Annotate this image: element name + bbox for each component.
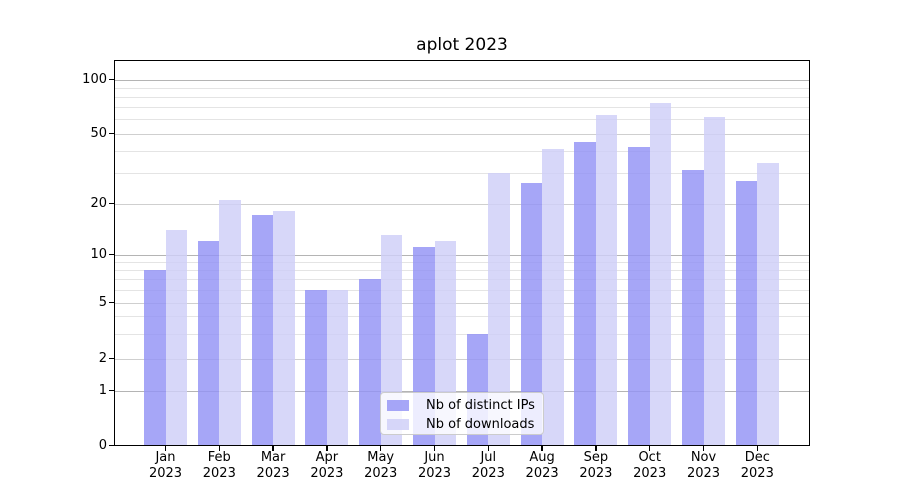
y-tick-label-1: 1 xyxy=(98,382,107,398)
bar-ips-oct xyxy=(628,146,650,446)
x-tick-label-feb: Feb 2023 xyxy=(202,450,236,481)
y-tick-label-2: 2 xyxy=(98,350,107,366)
gridline-minor-60 xyxy=(115,119,809,121)
bar-downloads-oct xyxy=(649,102,672,446)
y-tick-mark-1 xyxy=(109,389,114,392)
gridline-minor-70 xyxy=(115,107,809,109)
x-tick-mark-feb xyxy=(218,446,221,451)
bar-ips-dec xyxy=(735,180,758,446)
bar-ips-sep xyxy=(574,141,596,446)
y-tick-label-10: 10 xyxy=(90,246,107,262)
x-tick-label-mar: Mar 2023 xyxy=(256,450,290,481)
bar-downloads-aug xyxy=(542,148,564,446)
x-tick-mark-aug xyxy=(541,446,543,451)
x-tick-mark-jun xyxy=(433,446,436,451)
gridline-minor-4 xyxy=(115,316,809,318)
x-tick-mark-apr xyxy=(326,446,328,451)
x-tick-label-jun: Jun 2023 xyxy=(417,450,452,481)
chart-title: aplot 2023 xyxy=(416,35,508,55)
legend-label-downloads: Nb of downloads xyxy=(426,417,535,432)
y-tick-label-100: 100 xyxy=(82,71,107,87)
x-tick-label-nov: Nov 2023 xyxy=(686,450,721,481)
gridline-minor-3 xyxy=(115,333,809,335)
bar-downloads-jul xyxy=(488,172,510,446)
gridline-minor-7 xyxy=(115,279,809,281)
y-tick-mark-5 xyxy=(109,301,114,304)
x-tick-label-sep: Sep 2023 xyxy=(579,450,613,481)
y-tick-label-5: 5 xyxy=(98,294,107,310)
x-tick-mark-oct xyxy=(648,446,651,451)
gridline-minor-6 xyxy=(115,289,809,291)
y-tick-mark-2 xyxy=(109,357,114,360)
y-tick-mark-50 xyxy=(109,132,114,135)
gridline-10 xyxy=(115,254,809,256)
legend-swatch-downloads xyxy=(387,419,409,430)
legend-label-distinct-ips: Nb of distinct IPs xyxy=(426,398,535,413)
x-tick-mark-nov xyxy=(702,446,705,451)
x-tick-mark-dec xyxy=(756,446,759,451)
gridline-minor-40 xyxy=(115,150,809,152)
x-tick-label-jul: Jul 2023 xyxy=(471,450,505,481)
y-tick-mark-100 xyxy=(109,78,114,81)
x-tick-label-oct: Oct 2023 xyxy=(633,450,667,481)
bar-ips-may xyxy=(359,279,381,446)
x-tick-label-may: May 2023 xyxy=(364,450,398,481)
bar-ips-nov xyxy=(682,170,704,446)
bar-ips-jan xyxy=(144,269,166,446)
bar-downloads-jan xyxy=(165,229,187,446)
y-tick-label-0: 0 xyxy=(98,437,107,453)
legend-swatch-distinct-ips xyxy=(387,400,409,411)
legend: Nb of distinct IPs Nb of downloads xyxy=(380,392,544,435)
gridline-1 xyxy=(115,390,809,392)
gridline-20 xyxy=(115,203,809,205)
gridline-minor-30 xyxy=(115,172,809,174)
bar-ips-apr xyxy=(305,289,327,446)
bar-ips-aug xyxy=(520,183,543,446)
gridline-minor-90 xyxy=(115,87,809,89)
x-tick-mark-sep xyxy=(595,446,597,451)
gridline-minor-80 xyxy=(115,96,809,98)
bar-ips-feb xyxy=(197,241,220,446)
gridline-100 xyxy=(115,79,809,81)
x-tick-label-apr: Apr 2023 xyxy=(310,450,344,481)
x-tick-mark-may xyxy=(379,446,382,451)
bar-downloads-nov xyxy=(703,116,725,446)
bar-downloads-sep xyxy=(595,115,618,446)
y-tick-label-50: 50 xyxy=(90,125,107,141)
bar-downloads-apr xyxy=(326,289,349,446)
bar-downloads-dec xyxy=(757,162,779,446)
x-tick-label-aug: Aug 2023 xyxy=(525,450,559,481)
gridline-minor-8 xyxy=(115,269,809,271)
y-tick-mark-10 xyxy=(109,253,114,256)
x-tick-label-jan: Jan 2023 xyxy=(148,450,183,481)
y-tick-label-20: 20 xyxy=(90,195,107,211)
y-tick-mark-0 xyxy=(109,444,114,447)
x-tick-mark-jul xyxy=(487,446,490,451)
bar-ips-mar xyxy=(251,215,274,446)
y-tick-mark-20 xyxy=(109,202,114,205)
gridline-5 xyxy=(115,302,809,304)
x-tick-mark-mar xyxy=(272,446,274,451)
x-tick-label-dec: Dec 2023 xyxy=(740,450,774,481)
gridline-50 xyxy=(115,133,809,135)
gridline-2 xyxy=(115,358,809,360)
bar-downloads-feb xyxy=(219,199,241,446)
x-tick-mark-jan xyxy=(164,446,167,451)
bar-downloads-mar xyxy=(273,211,295,446)
gridline-minor-9 xyxy=(115,261,809,263)
